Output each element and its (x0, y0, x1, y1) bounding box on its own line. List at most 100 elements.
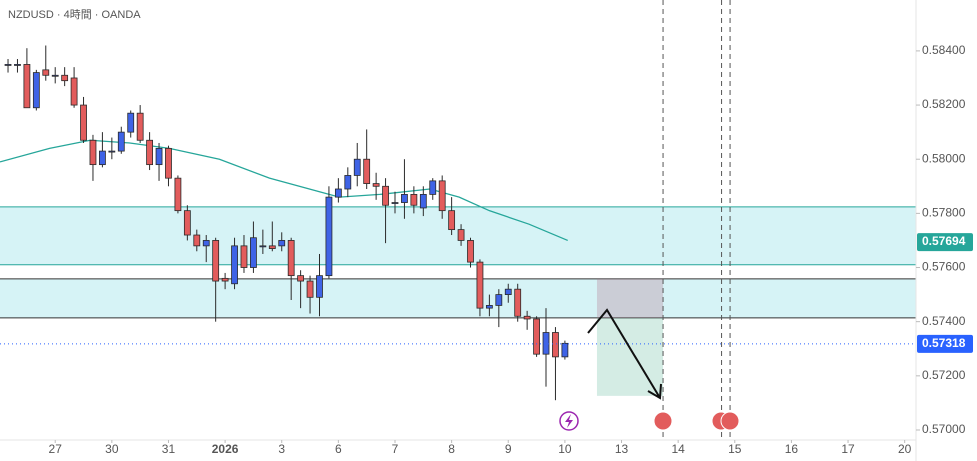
x-tick-label: 2026 (212, 442, 239, 456)
candle-body (297, 275, 305, 282)
candle-body (259, 245, 267, 248)
x-tick-label: 16 (785, 442, 799, 456)
candle-body (4, 64, 12, 66)
x-tick-label: 27 (49, 442, 63, 456)
candle-body (485, 305, 493, 309)
candle-body (457, 229, 465, 241)
x-tick-label: 15 (728, 442, 742, 456)
y-tick-label: 0.58200 (922, 97, 966, 111)
candle-body (448, 210, 456, 231)
candle-body (202, 240, 210, 247)
candle-body (174, 177, 182, 212)
candle-body (391, 202, 399, 204)
candle-body (523, 315, 531, 320)
candle-body (80, 104, 87, 141)
candle-body (410, 194, 418, 206)
price-label: 0.57694 (922, 234, 966, 248)
icon (653, 411, 673, 431)
candle-body (401, 194, 408, 203)
zone (0, 278, 916, 318)
candle-body (561, 342, 569, 358)
position-target (596, 317, 664, 396)
candle-body (221, 277, 229, 282)
candle-body (533, 318, 540, 355)
candle-body (372, 183, 380, 187)
candle-body (23, 64, 31, 109)
candle-body (316, 275, 323, 298)
candle-body (325, 196, 333, 277)
candle-body (353, 158, 361, 176)
candle-body (268, 245, 276, 249)
y-tick-label: 0.57200 (922, 368, 966, 382)
candle-body (240, 245, 248, 268)
icon (720, 411, 740, 431)
x-tick-label: 10 (558, 442, 572, 456)
x-tick-label: 20 (898, 442, 912, 456)
candle-body (136, 112, 144, 141)
y-tick-label: 0.58400 (922, 43, 966, 57)
y-tick-label: 0.57000 (922, 422, 966, 436)
icon (565, 414, 573, 428)
y-tick-label: 0.57400 (922, 314, 966, 328)
candle-body (382, 185, 389, 206)
x-tick-label: 9 (505, 442, 512, 456)
candle-body (495, 294, 503, 306)
candle-body (193, 234, 201, 247)
moving-average (0, 139, 568, 242)
price-label-bg (917, 334, 973, 353)
candle-body (344, 175, 352, 190)
x-tick-label: 3 (278, 442, 285, 456)
candle-body (334, 188, 342, 198)
candle-body (165, 147, 172, 179)
candle-body (32, 72, 40, 109)
candle-body (514, 288, 522, 317)
candle-body (552, 332, 559, 358)
candle-body (438, 180, 446, 212)
candle-body (231, 245, 238, 285)
candle-body (278, 240, 286, 247)
x-tick-label: 7 (392, 442, 399, 456)
candle-body (542, 332, 550, 355)
x-tick-label: 6 (335, 442, 342, 456)
candle-body (504, 288, 512, 295)
candle-body (476, 261, 484, 309)
candle-body (429, 180, 437, 195)
price-label-bg (917, 233, 973, 252)
candle-body (42, 69, 50, 76)
candle-body (183, 210, 191, 236)
x-tick-label: 30 (105, 442, 119, 456)
candle-body (61, 74, 69, 82)
candle-body (146, 139, 153, 166)
candle-body (89, 139, 97, 166)
candle-body (363, 158, 371, 184)
x-tick-label: 14 (671, 442, 685, 456)
candle-body (51, 74, 59, 77)
candle-body (99, 150, 106, 166)
y-tick-label: 0.58000 (922, 151, 966, 165)
y-tick-label: 0.57800 (922, 206, 966, 220)
x-tick-label: 13 (615, 442, 629, 456)
x-tick-label: 8 (448, 442, 455, 456)
candle-body (250, 237, 257, 268)
candle-body (70, 77, 78, 106)
candle-body (127, 112, 135, 133)
candle-body (108, 150, 116, 153)
x-tick-label: 31 (162, 442, 176, 456)
candle-body (419, 194, 427, 209)
y-tick-label: 0.57600 (922, 260, 966, 274)
candle-body (212, 240, 220, 282)
candle-body (287, 240, 295, 277)
arrow (587, 308, 662, 400)
x-tick-label: 17 (841, 442, 855, 456)
event-icons (559, 411, 740, 431)
position-risk (596, 278, 664, 318)
plot (0, 0, 916, 440)
candle-body (467, 240, 474, 263)
candle-body (117, 131, 125, 152)
chart-title: NZDUSD · 4時間 · OANDA (8, 8, 141, 21)
candle-body (14, 64, 21, 66)
price-label: 0.57318 (922, 336, 966, 350)
candle-body (155, 147, 163, 166)
candle-body (306, 280, 314, 298)
